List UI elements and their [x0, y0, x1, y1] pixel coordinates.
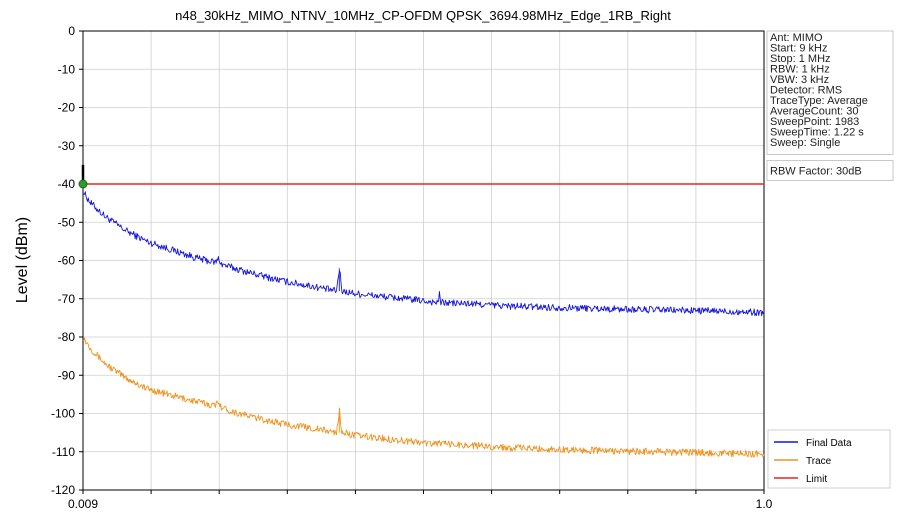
y-tick-label: -80	[58, 330, 76, 344]
legend-label: Final Data	[806, 438, 852, 449]
axis-ticks: 0 -10 -20 -30 -40 -50 -60 -70 -80 -90 -100 -110 -120…	[51, 24, 773, 511]
series-line-final-data	[82, 191, 765, 317]
info-box-line: Sweep: Single	[770, 137, 840, 149]
grid-lines	[83, 31, 764, 490]
marker-dot	[78, 179, 88, 189]
y-tick-label: -70	[58, 292, 76, 306]
x-tick-label: 1.0	[756, 497, 773, 511]
info-box-line: Start: 9 kHz	[770, 43, 827, 55]
rbw-factor-box: RBW Factor: 30dB	[766, 160, 894, 181]
legend-label: Trace	[806, 456, 832, 467]
chart-title: n48_30kHz_MIMO_NTNV_10MHz_CP-OFDM QPSK_3…	[175, 8, 671, 23]
rbw-factor-frame	[766, 160, 894, 181]
rbw-factor-text: RBW Factor: 30dB	[770, 166, 862, 178]
y-tick-label: -40	[58, 177, 76, 191]
y-tick-label: -10	[58, 62, 76, 76]
x-tick-label: 0.009	[68, 497, 98, 511]
series-line-trace	[82, 337, 765, 458]
info-box-line: AverageCount: 30	[770, 106, 858, 118]
y-tick-label: -20	[58, 101, 76, 115]
y-tick-label: -50	[58, 215, 76, 229]
y-tick-label: -120	[51, 483, 75, 497]
legend: Final Data Trace Limit	[767, 429, 891, 489]
info-box-line: VBW: 3 kHz	[770, 74, 829, 86]
y-tick-label: -60	[58, 254, 76, 268]
limit-marker	[78, 164, 88, 189]
y-tick-label: -100	[51, 407, 75, 421]
info-box-line: SweepTime: 1.22 s	[770, 127, 864, 139]
info-box-line: Ant: MIMO	[770, 32, 823, 44]
y-tick-label: 0	[68, 24, 75, 38]
info-box-frame	[766, 30, 894, 155]
info-box-line: Stop: 1 MHz	[770, 53, 831, 65]
y-tick-label: -90	[58, 368, 76, 382]
y-tick-label: -30	[58, 139, 76, 153]
y-tick-label: -110	[52, 445, 75, 459]
info-box-line: TraceType: Average	[770, 95, 868, 107]
legend-label: Limit	[806, 474, 827, 485]
info-box-line: RBW: 1 kHz	[770, 64, 830, 76]
info-box-line: SweepPoint: 1983	[770, 116, 859, 128]
series-group	[82, 183, 765, 458]
y-axis-label: Level (dBm)	[14, 217, 31, 303]
info-box-line: Detector: RMS	[770, 85, 842, 97]
